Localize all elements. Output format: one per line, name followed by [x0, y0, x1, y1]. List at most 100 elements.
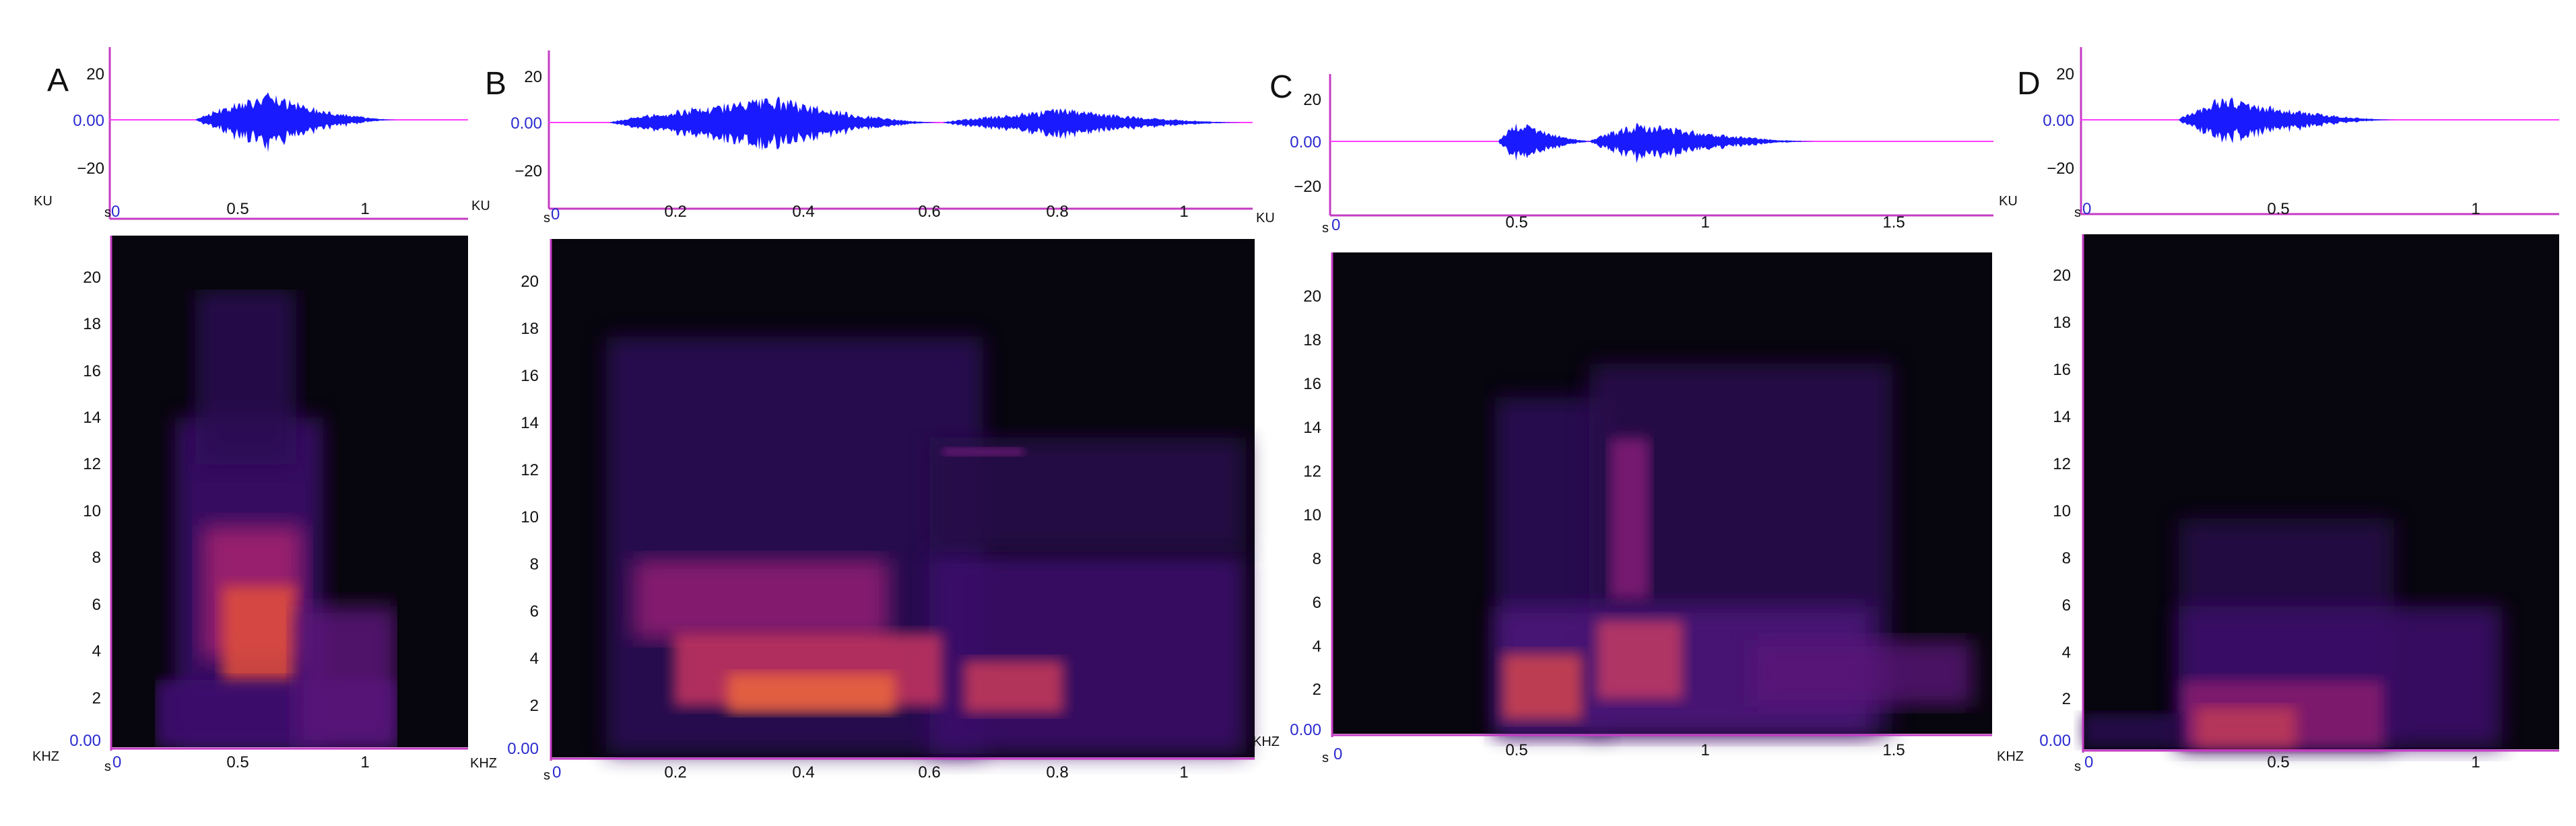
spec-a-xtick-2: 1: [360, 753, 369, 771]
waveform-trace-d: [2179, 98, 2398, 143]
spec-c-yunit: KHZ: [1253, 734, 1280, 749]
spec-b-ytick-10: 20: [521, 273, 539, 291]
wave-d-xunit: s: [2074, 205, 2081, 220]
wave-b-ytick-2: −20: [515, 162, 542, 180]
spec-d-ytick-0: 0.00: [2039, 732, 2071, 750]
panel-a: A 20 0.00 −20 KU s 0 0.5 1: [32, 47, 468, 774]
spec-d-xunit: s: [2074, 759, 2081, 774]
spec-d-ytick-6: 12: [2053, 455, 2071, 473]
waveform-d: 20 0.00 −20 KU s 0 0.5 1: [1999, 47, 2559, 220]
spec-d-xtick-1: 0.5: [2267, 753, 2289, 771]
spec-d-ytick-8: 16: [2053, 361, 2071, 379]
wave-c-ytick-2: −20: [1294, 178, 1321, 196]
spec-b-ytick-8: 16: [521, 367, 539, 385]
spec-b-ytick-4: 8: [530, 555, 539, 574]
spec-a-xtick-1: 0.5: [226, 753, 249, 771]
spec-c-ytick-5: 10: [1303, 506, 1321, 524]
spec-c-xunit: s: [1322, 751, 1329, 765]
wave-a-yunit: KU: [34, 194, 53, 209]
spec-b-xtick-4: 0.8: [1046, 763, 1068, 782]
panel-d: D 20 0.00 −20 KU s 0 0.5 1 KHZ 0.00: [1997, 47, 2559, 774]
spec-a-ytick-1: 2: [92, 689, 101, 708]
spec-c-xtick-2: 1: [1700, 741, 1709, 759]
spec-d-ytick-4: 8: [2062, 549, 2071, 567]
spec-b-ytick-5: 10: [521, 508, 539, 526]
spec-a-ytick-10: 20: [83, 269, 101, 287]
spec-b-xtick-0: 0: [552, 763, 561, 782]
spec-b-ytick-2: 4: [530, 650, 539, 668]
spec-b-ytick-9: 18: [521, 320, 539, 338]
spec-b-ytick-0: 0.00: [507, 740, 539, 758]
wave-b-xtick-0: 0: [551, 205, 560, 223]
wave-a-xtick-2: 1: [360, 200, 369, 218]
spec-c-ytick-1: 2: [1313, 681, 1321, 699]
panel-label-d: D: [2017, 66, 2041, 102]
wave-c-ytick-0: 20: [1303, 91, 1321, 109]
wave-b-ytick-1: 0.00: [510, 114, 542, 133]
wave-d-xtick-1: 0.5: [2267, 200, 2289, 218]
spec-b-ytick-1: 2: [530, 697, 539, 715]
spec-d-ytick-5: 10: [2053, 502, 2071, 520]
spec-c-ytick-2: 4: [1313, 638, 1321, 656]
wave-a-ytick-0: 20: [86, 65, 104, 83]
spec-a-ytick-6: 12: [83, 455, 101, 473]
wave-c-xtick-1: 0.5: [1505, 213, 1527, 232]
wave-d-ytick-0: 20: [2056, 65, 2074, 83]
wave-b-xunit: s: [543, 211, 550, 226]
panel-label-c: C: [1269, 69, 1293, 105]
wave-d-ytick-1: 0.00: [2043, 112, 2074, 130]
spec-a-ytick-7: 14: [83, 409, 101, 427]
wave-b-yunit: KU: [471, 199, 490, 213]
wave-b-xtick-2: 0.4: [792, 203, 814, 221]
spec-a-ytick-2: 4: [92, 642, 101, 660]
spec-c-ytick-10: 20: [1303, 287, 1321, 306]
wave-c-ytick-1: 0.00: [1290, 133, 1321, 151]
spec-a-yunit: KHZ: [32, 749, 59, 764]
spec-c-xtick-3: 1.5: [1882, 741, 1905, 759]
wave-d-xtick-0: 0: [2082, 200, 2091, 218]
spectrogram-a: KHZ 0.00 2 4 6 8 10 12 14 16 18 20 s 0 0…: [32, 236, 468, 774]
spec-c-ytick-3: 6: [1313, 594, 1321, 612]
spec-d-ytick-9: 18: [2053, 314, 2071, 332]
wave-a-xtick-1: 0.5: [226, 200, 249, 218]
wave-b-xtick-3: 0.6: [918, 203, 940, 221]
spec-d-ytick-1: 2: [2062, 690, 2071, 708]
wave-c-xtick-2: 1: [1700, 213, 1709, 232]
spec-b-xtick-1: 0.2: [664, 763, 686, 782]
spec-c-ytick-9: 18: [1303, 331, 1321, 349]
waveform-b: 20 0.00 −20 KU s 0 0.2 0.4 0.6 0.8 1: [471, 50, 1253, 226]
spec-b-yunit: KHZ: [470, 756, 497, 771]
spectrogram-b: KHZ 0.00 2 4 6 8 10 12 14 16 18 20 s 0 0…: [470, 239, 1255, 783]
wave-a-xunit: s: [104, 205, 111, 220]
spec-c-ytick-4: 8: [1313, 550, 1321, 568]
panel-label-b: B: [485, 66, 506, 102]
waveform-trace-c-2: [1589, 123, 1818, 164]
spec-d-xtick-0: 0: [2084, 753, 2093, 771]
spec-a-ytick-8: 16: [83, 362, 101, 380]
wave-b-xtick-1: 0.2: [664, 203, 686, 221]
panel-b: B 20 0.00 −20 KU s 0 0.2 0.4 0.6 0.8 1: [470, 50, 1255, 783]
wave-b-ytick-0: 20: [524, 68, 542, 86]
wave-a-ytick-1: 0.00: [73, 112, 104, 130]
spec-b-xtick-5: 1: [1179, 763, 1188, 782]
spec-c-xtick-1: 0.5: [1505, 741, 1527, 759]
waveform-trace-c-1: [1498, 123, 1596, 161]
waveform-c: 20 0.00 −20 KU s 0 0.5 1 1.5: [1256, 74, 1993, 236]
wave-a-xtick-0: 0: [111, 203, 120, 221]
spec-c-xtick-0: 0: [1333, 745, 1342, 763]
spec-b-xtick-2: 0.4: [792, 763, 814, 782]
spec-d-ytick-7: 14: [2053, 408, 2071, 426]
spec-c-ytick-7: 14: [1303, 419, 1321, 437]
spec-d-ytick-2: 4: [2062, 644, 2071, 662]
spec-d-yunit: KHZ: [1997, 749, 2024, 764]
spec-c-ytick-8: 16: [1303, 375, 1321, 393]
spec-b-ytick-3: 6: [530, 603, 539, 621]
spec-b-xunit: s: [543, 768, 550, 783]
spec-d-ytick-3: 6: [2062, 596, 2071, 615]
wave-c-yunit: KU: [1256, 211, 1275, 226]
wave-c-xtick-3: 1.5: [1882, 213, 1905, 232]
wave-c-xunit: s: [1322, 221, 1329, 236]
spec-a-ytick-3: 6: [92, 596, 101, 614]
spec-a-ytick-5: 10: [83, 502, 101, 520]
